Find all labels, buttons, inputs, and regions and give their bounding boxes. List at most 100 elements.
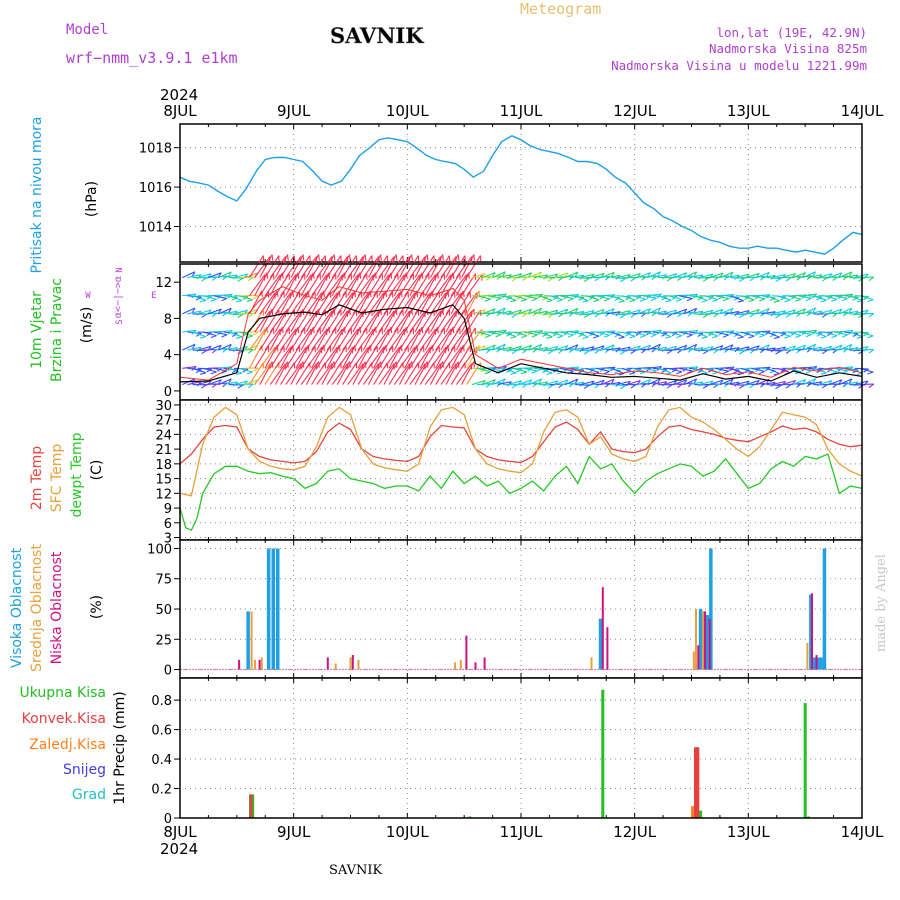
wind-barb-tick bbox=[231, 369, 238, 374]
wind-barb bbox=[455, 272, 470, 296]
wind-barb bbox=[274, 327, 290, 351]
clouds-low_cloud-bar bbox=[697, 645, 700, 670]
wind-barb bbox=[409, 310, 426, 333]
cloud-ylabel-low: Niska Oblacnost bbox=[49, 551, 65, 664]
wind-barb bbox=[528, 329, 543, 333]
bottom-xtick-label: 10JUL bbox=[386, 823, 429, 841]
wind-barb-tick bbox=[246, 371, 253, 375]
temperature-ytick-label: 21 bbox=[155, 443, 172, 458]
wind-barb-tick bbox=[758, 370, 766, 375]
wind-barb bbox=[383, 346, 400, 369]
wind-barb bbox=[223, 346, 238, 351]
wind-barb-tick bbox=[775, 278, 781, 283]
wind-barb bbox=[725, 274, 740, 279]
wind-barb bbox=[311, 328, 328, 351]
wind-barb bbox=[751, 331, 765, 336]
wind-barb bbox=[766, 367, 780, 375]
wind-barb bbox=[192, 295, 207, 301]
wind-barb bbox=[544, 345, 558, 351]
wind-barb bbox=[419, 274, 436, 297]
wind-barb bbox=[482, 272, 496, 279]
wind-barb bbox=[611, 313, 626, 316]
wind-barb bbox=[787, 331, 802, 336]
wind-barb-tick bbox=[737, 300, 744, 303]
wind-barb bbox=[745, 345, 760, 351]
wind-barb bbox=[295, 328, 312, 351]
wind-barb bbox=[745, 379, 760, 386]
wind-barb bbox=[455, 310, 473, 333]
wind-barb bbox=[544, 380, 558, 386]
wind-barb bbox=[776, 331, 791, 337]
wind-barb bbox=[419, 290, 433, 315]
wind-barb-tick bbox=[302, 254, 305, 261]
wind-barb bbox=[616, 380, 631, 386]
wind-barb-tick bbox=[501, 271, 506, 278]
wind-barb bbox=[471, 272, 486, 279]
wind-barb bbox=[254, 291, 269, 315]
wind-barb bbox=[497, 310, 512, 315]
wind-barb bbox=[414, 361, 428, 385]
wind-barb bbox=[280, 328, 297, 351]
wind-barb bbox=[771, 273, 786, 279]
wind-barb bbox=[207, 379, 222, 386]
wind-barb bbox=[771, 310, 786, 315]
wind-barb-tick bbox=[511, 313, 518, 318]
clouds-low_cloud-bar bbox=[258, 659, 261, 670]
wind-barb-tick bbox=[253, 367, 259, 372]
wind-barb-tick bbox=[820, 336, 827, 339]
wind-barb bbox=[373, 345, 387, 369]
wind-barb bbox=[580, 309, 595, 315]
wind-barb bbox=[274, 308, 289, 333]
wind-barb-tick bbox=[195, 369, 202, 374]
wind-barb bbox=[761, 381, 776, 386]
wind-barb bbox=[559, 295, 574, 300]
wind-barb bbox=[373, 255, 388, 278]
clouds-high_cloud-bar bbox=[709, 548, 713, 670]
wind-barb bbox=[388, 290, 402, 315]
wind-barb-tick bbox=[773, 336, 780, 340]
wind-barb-tick bbox=[247, 349, 254, 354]
temperature-ytick-label: 27 bbox=[155, 414, 172, 429]
wind-barb bbox=[756, 294, 771, 297]
wind-barb bbox=[264, 345, 278, 369]
clouds-mid_cloud-bar bbox=[334, 663, 337, 670]
wind-barb-tick bbox=[618, 300, 625, 303]
wind-barb bbox=[197, 345, 212, 351]
temperature-ytick-label: 6 bbox=[164, 517, 172, 532]
wind-barb-tick bbox=[629, 335, 636, 339]
wind-barb-tick bbox=[775, 350, 781, 355]
wind-barb-tick bbox=[748, 335, 755, 339]
clouds-high_cloud-bar bbox=[815, 657, 820, 670]
wind-barb bbox=[254, 272, 268, 296]
wind-barb bbox=[663, 273, 677, 279]
wind-barb bbox=[280, 274, 297, 297]
wind-barb-tick bbox=[650, 297, 657, 302]
wind-barb bbox=[688, 381, 704, 386]
wind-barb-tick bbox=[812, 307, 817, 314]
wind-barb bbox=[564, 344, 579, 351]
wind-barb-tick bbox=[411, 254, 413, 261]
clouds-low_cloud-bar bbox=[601, 587, 604, 670]
wind-barb bbox=[575, 277, 590, 279]
wind-barb-tick bbox=[775, 314, 781, 319]
wind-barb bbox=[445, 346, 462, 369]
wind-barb bbox=[393, 326, 407, 351]
wind-barb bbox=[833, 331, 848, 336]
temperature-ytick-label: 15 bbox=[155, 473, 172, 488]
wind-barb bbox=[792, 308, 806, 315]
model-label: Model bbox=[66, 22, 108, 38]
wind-barb bbox=[409, 291, 425, 315]
wind-barb bbox=[336, 327, 352, 351]
wind-barb-tick bbox=[247, 276, 254, 282]
wind-barb-tick bbox=[665, 299, 672, 303]
wind-barb bbox=[321, 254, 335, 278]
wind-barb bbox=[218, 293, 233, 297]
wind-barb bbox=[368, 254, 382, 278]
wind-barb bbox=[347, 345, 362, 369]
wind-barb bbox=[362, 310, 380, 333]
wind-barb bbox=[187, 274, 202, 279]
wind-barb bbox=[393, 272, 407, 296]
wind-barb bbox=[590, 379, 605, 386]
wind-barb bbox=[709, 272, 724, 279]
wind-barb bbox=[647, 343, 661, 351]
